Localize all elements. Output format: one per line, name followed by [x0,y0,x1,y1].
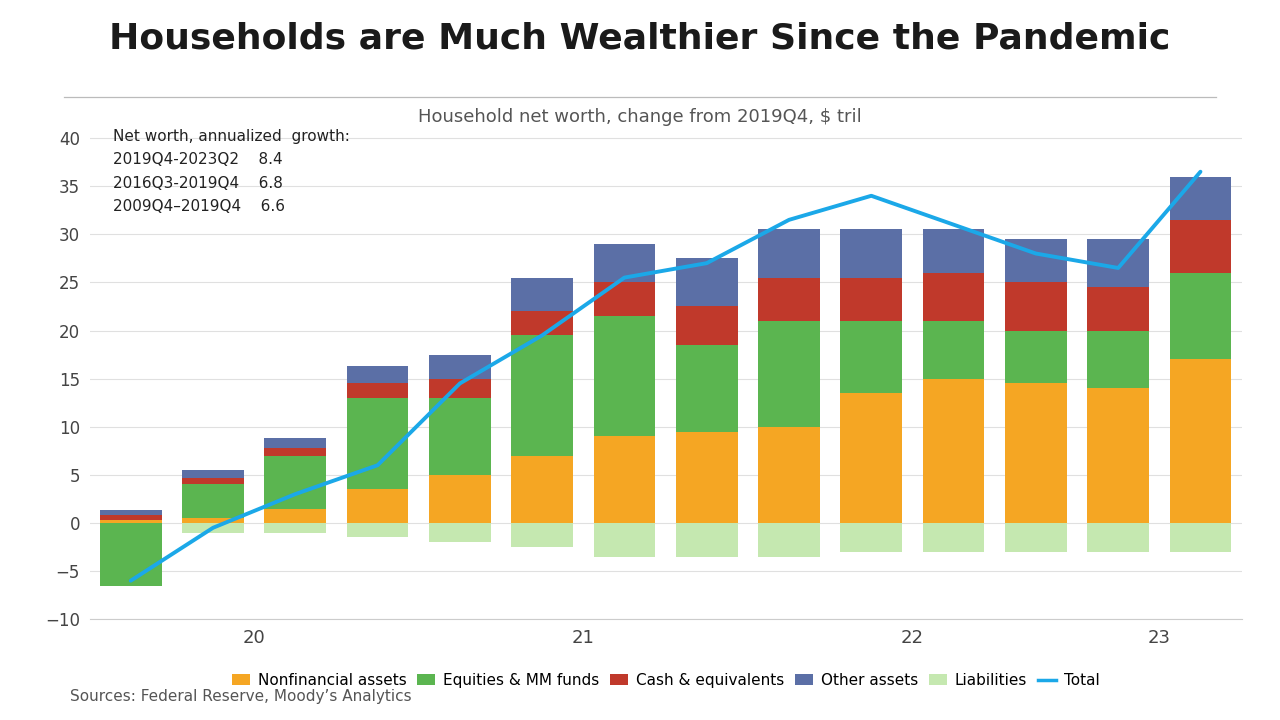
Text: Household net worth, change from 2019Q4, $ tril: Household net worth, change from 2019Q4,… [419,108,861,126]
Bar [182,518,244,523]
Bar [676,431,737,523]
Bar [923,523,984,552]
Bar [676,523,737,557]
Bar [1087,239,1149,287]
Bar [265,508,326,523]
Bar [758,278,820,321]
Bar [841,321,902,393]
Bar [347,523,408,537]
Bar [182,523,244,533]
Bar [429,398,490,475]
Bar [100,520,161,523]
Bar [429,354,490,379]
Bar [347,384,408,398]
Bar [758,523,820,557]
Bar [1170,359,1231,523]
Bar [182,478,244,485]
Bar [511,336,573,456]
Bar [511,456,573,523]
Bar [1087,523,1149,552]
Bar [923,379,984,523]
Bar [1005,523,1066,552]
Bar [100,516,161,520]
Bar [347,490,408,523]
Bar [923,273,984,321]
Bar [676,307,737,345]
Text: Households are Much Wealthier Since the Pandemic: Households are Much Wealthier Since the … [109,22,1171,55]
Bar [1087,287,1149,330]
Text: Net worth, annualized  growth:
2019Q4-2023Q2    8.4
2016Q3-2019Q4    6.8
2009Q4–: Net worth, annualized growth: 2019Q4-202… [113,129,349,214]
Bar [594,316,655,436]
Bar [841,523,902,552]
Bar [758,230,820,278]
Bar [1005,384,1066,523]
Bar [347,398,408,490]
Bar [841,278,902,321]
Bar [841,393,902,523]
Bar [1005,282,1066,330]
Bar [841,230,902,278]
Bar [511,523,573,547]
Bar [265,448,326,456]
Bar [1170,273,1231,359]
Bar [1170,220,1231,273]
Legend: Nonfinancial assets, Equities & MM funds, Cash & equivalents, Other assets, Liab: Nonfinancial assets, Equities & MM funds… [225,667,1106,694]
Bar [100,510,161,516]
Bar [100,523,161,585]
Bar [594,436,655,523]
Bar [100,523,161,585]
Bar [758,321,820,427]
Bar [923,230,984,273]
Bar [1170,176,1231,220]
Bar [758,427,820,523]
Bar [594,282,655,316]
Bar [429,475,490,523]
Bar [594,523,655,557]
Bar [594,244,655,282]
Bar [1087,330,1149,388]
Text: Sources: Federal Reserve, Moody’s Analytics: Sources: Federal Reserve, Moody’s Analyt… [70,689,412,704]
Bar [265,456,326,508]
Bar [923,321,984,379]
Bar [1087,388,1149,523]
Bar [511,311,573,336]
Bar [1005,239,1066,282]
Bar [429,379,490,398]
Bar [1005,330,1066,384]
Bar [265,523,326,533]
Bar [347,366,408,384]
Bar [676,258,737,307]
Bar [676,345,737,431]
Bar [511,278,573,311]
Bar [265,438,326,448]
Bar [182,470,244,478]
Bar [182,485,244,518]
Bar [429,523,490,542]
Bar [1170,523,1231,552]
